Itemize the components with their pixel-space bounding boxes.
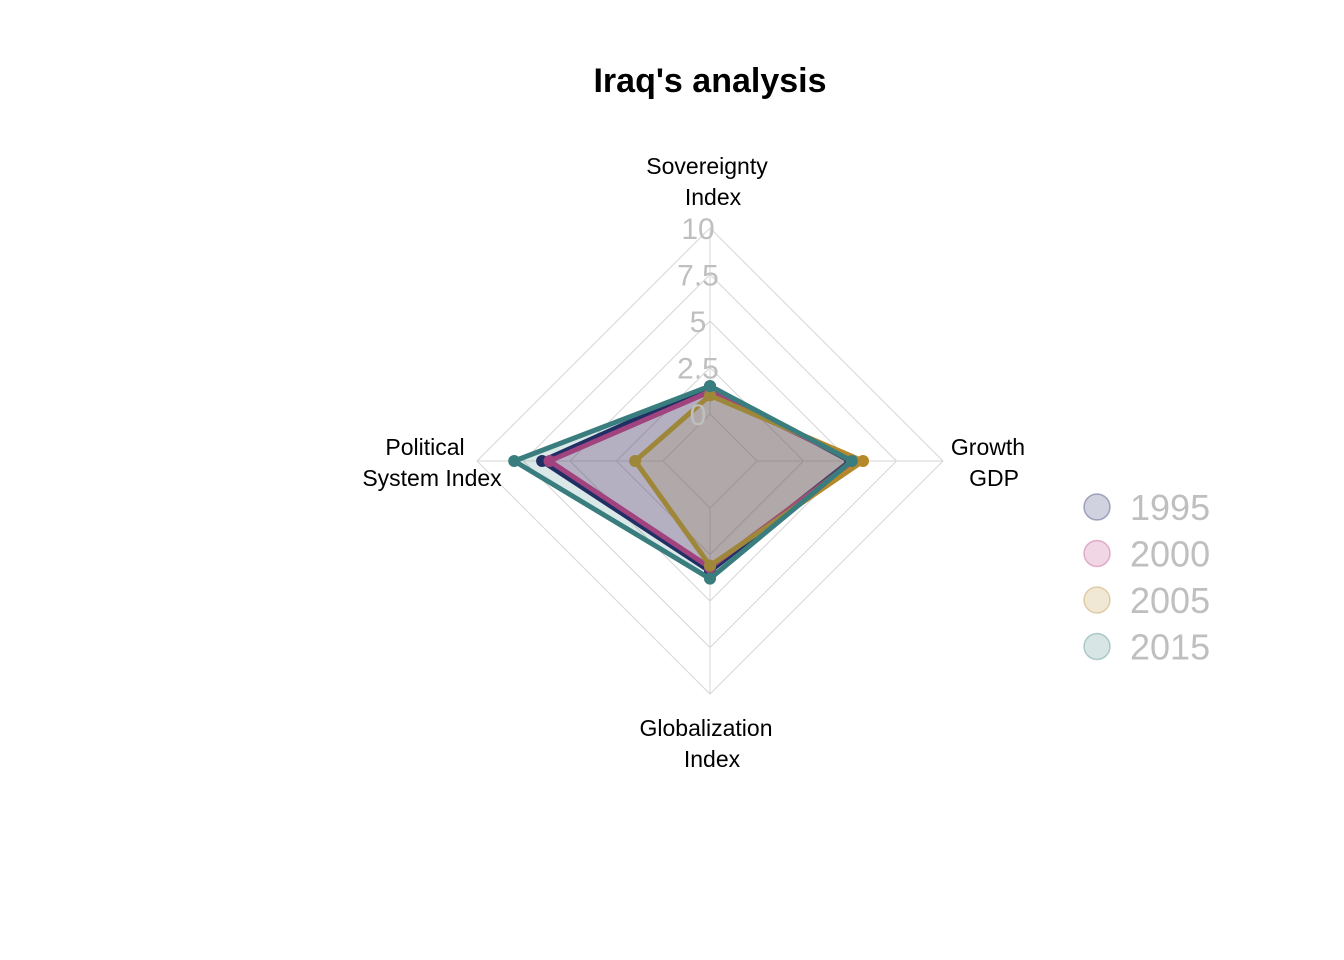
series-point xyxy=(704,380,716,393)
series-point xyxy=(704,572,716,585)
legend-label: 2015 xyxy=(1130,627,1210,668)
tick-label: 10 xyxy=(681,213,714,246)
legend-item: 2015 xyxy=(1083,627,1210,668)
legend-label: 2005 xyxy=(1130,580,1210,621)
legend-label: 1995 xyxy=(1130,487,1210,528)
tick-label: 7.5 xyxy=(677,260,719,293)
series-point xyxy=(704,559,716,572)
legend-item: 1995 xyxy=(1083,487,1210,528)
legend-swatch xyxy=(1083,632,1111,661)
radar-tick-labels: 0 2.5 5 7.5 10 xyxy=(677,213,719,432)
axis-label: GDP xyxy=(969,465,1019,491)
series-area xyxy=(511,383,855,582)
tick-label: 2.5 xyxy=(677,353,719,386)
series-point xyxy=(629,455,642,467)
chart-title: Iraq's analysis xyxy=(593,62,826,100)
series-point xyxy=(857,455,870,467)
chart-legend: 1995 2000 2005 2015 xyxy=(1083,487,1210,668)
axis-label: Globalization xyxy=(640,715,773,741)
tick-label: 0 xyxy=(690,399,707,432)
axis-label: Index xyxy=(684,746,741,772)
axis-label: Index xyxy=(685,184,742,210)
series-point xyxy=(508,455,521,467)
axis-label: Political xyxy=(385,434,464,460)
tick-label: 5 xyxy=(690,306,707,339)
radar-axis-labels: Sovereignty Index Growth GDP Globalization In… xyxy=(362,153,1025,772)
axis-label: Growth xyxy=(951,434,1025,460)
axis-label: Sovereignty xyxy=(646,153,768,179)
legend-swatch xyxy=(1083,539,1111,568)
series-2015 xyxy=(508,380,858,585)
legend-item: 2005 xyxy=(1083,580,1210,621)
legend-swatch xyxy=(1083,586,1111,614)
radar-series xyxy=(508,380,870,585)
axis-label: System Index xyxy=(362,465,502,491)
legend-label: 2000 xyxy=(1130,534,1210,575)
legend-item: 2000 xyxy=(1083,534,1210,575)
series-point xyxy=(704,389,716,402)
series-point xyxy=(543,455,556,467)
series-point xyxy=(845,455,858,467)
legend-swatch xyxy=(1083,493,1111,521)
